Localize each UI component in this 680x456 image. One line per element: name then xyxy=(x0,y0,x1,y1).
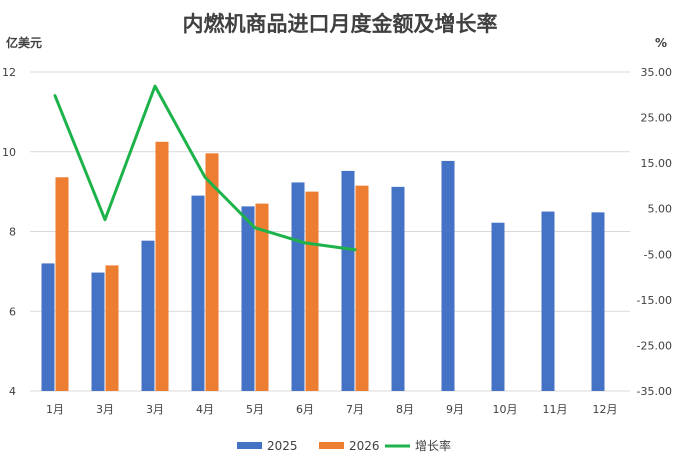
x-tick-label: 8月 xyxy=(396,403,414,416)
right-tick-label: -35.00 xyxy=(637,385,672,398)
bar-2025 xyxy=(341,170,355,391)
bar-2025 xyxy=(141,240,155,391)
bar-2025 xyxy=(541,211,555,391)
bar-2025 xyxy=(491,222,505,391)
bar-2026 xyxy=(155,141,169,391)
bar-2025 xyxy=(241,206,255,391)
legend-swatch-2025 xyxy=(237,442,262,449)
x-tick-label: 3月 xyxy=(146,403,164,416)
x-tick-label: 1月 xyxy=(46,403,64,416)
bar-2025 xyxy=(91,272,105,391)
right-tick-label: 35.00 xyxy=(641,66,673,79)
left-axis-unit: 亿美元 xyxy=(6,36,43,50)
x-tick-label: 6月 xyxy=(296,403,314,416)
bar-2026 xyxy=(255,203,269,391)
bar-2026 xyxy=(105,265,119,391)
right-tick-label: -25.00 xyxy=(637,339,672,352)
x-tick-label: 12月 xyxy=(593,403,618,416)
left-tick-label: 6 xyxy=(9,305,16,318)
x-tick-label: 5月 xyxy=(246,403,264,416)
left-tick-label: 8 xyxy=(9,226,16,239)
bar-2025 xyxy=(191,195,205,391)
x-tick-label: 4月 xyxy=(196,403,214,416)
x-tick-label: 10月 xyxy=(493,403,518,416)
legend-label-2026: 2026 xyxy=(349,439,380,453)
right-tick-label: 15.00 xyxy=(641,157,673,170)
chart-title: 内燃机商品进口月度金额及增长率 xyxy=(182,12,498,36)
bar-2025 xyxy=(591,212,605,391)
legend-label-增长率: 增长率 xyxy=(415,438,451,453)
legend-label-2025: 2025 xyxy=(267,439,298,453)
bar-2026 xyxy=(205,153,219,391)
bar-2026 xyxy=(305,191,319,391)
bar-2026 xyxy=(355,185,369,391)
right-tick-label: -15.00 xyxy=(637,294,672,307)
bar-2025 xyxy=(391,186,405,391)
bar-2026 xyxy=(55,177,69,391)
left-tick-label: 4 xyxy=(9,385,16,398)
right-tick-label: -5.00 xyxy=(644,248,672,261)
bar-2025 xyxy=(441,160,455,391)
x-tick-label: 9月 xyxy=(446,403,464,416)
left-tick-label: 10 xyxy=(2,146,16,159)
x-tick-label: 3月 xyxy=(96,403,114,416)
line-增长率 xyxy=(53,84,357,252)
right-tick-label: 25.00 xyxy=(641,112,673,125)
bar-2025 xyxy=(291,182,305,391)
right-axis-unit: % xyxy=(655,36,668,50)
bar-2025 xyxy=(41,263,55,391)
left-tick-label: 12 xyxy=(2,66,16,79)
right-tick-label: 5.00 xyxy=(648,203,673,216)
x-tick-label: 11月 xyxy=(543,403,568,416)
x-tick-label: 7月 xyxy=(346,403,364,416)
legend-swatch-2026 xyxy=(319,442,344,449)
